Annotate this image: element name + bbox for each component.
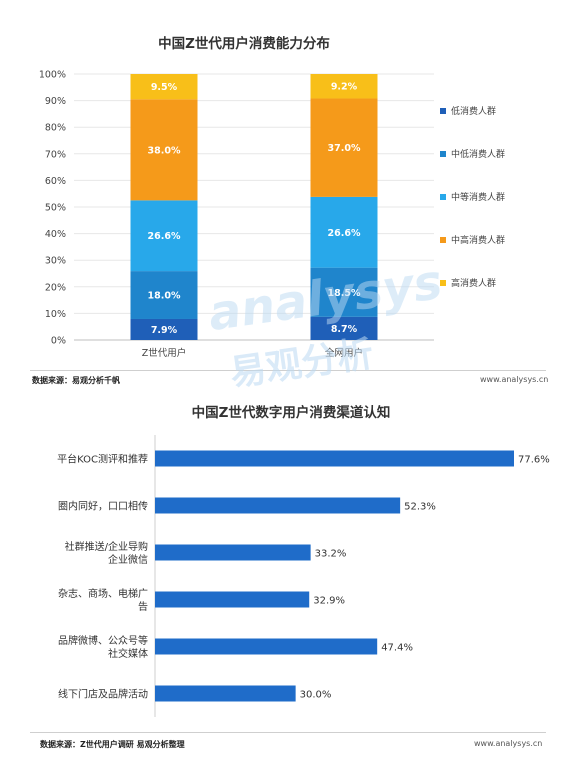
y-tick-label: 50% [45, 203, 66, 214]
data-label: 18.5% [328, 288, 361, 299]
data-label: 18.0% [148, 291, 181, 302]
y-tick-label: 60% [45, 176, 66, 187]
stacked-bar-segment [130, 74, 198, 100]
data-source-note: 数据来源：Z世代用户调研 易观分析整理 [40, 740, 185, 749]
y-tick-label: 10% [45, 309, 66, 320]
legend-swatch [440, 108, 446, 114]
data-label: 32.9% [313, 596, 345, 607]
category-label: 告 [138, 600, 148, 613]
stacked-bar-segment [130, 271, 198, 319]
legend-label: 高消费人群 [451, 277, 496, 289]
horizontal-bar-chart-svg: 中国Z世代数字用户消费渠道认知 77.6% 平台KOC测评和推荐 52.3% 圈内同好… [57, 404, 550, 717]
y-tick-label: 90% [45, 96, 66, 107]
data-label: 8.7% [331, 324, 358, 335]
data-label: 9.5% [151, 82, 178, 93]
stacked-bar-segment [310, 316, 378, 340]
data-label: 9.2% [331, 82, 358, 93]
y-tick-label: 40% [45, 229, 66, 240]
legend-swatch [440, 151, 446, 157]
site-url: www.analysys.cn [474, 739, 543, 748]
category-label: 线下门店及品牌活动 [58, 688, 148, 701]
data-label: 77.6% [518, 455, 550, 466]
stacked-bar-segment [130, 99, 198, 201]
data-label: 52.3% [404, 502, 436, 513]
divider-line [30, 732, 546, 733]
data-source-note: 数据来源：易观分析千帆 [32, 376, 120, 385]
x-tick-label: Z世代用户 [142, 347, 187, 359]
category-label: 社交媒体 [108, 647, 148, 660]
bar [155, 497, 401, 514]
bar [155, 638, 378, 655]
bar [155, 685, 296, 702]
stacked-bar-segment [310, 98, 378, 197]
chart-title: 中国Z世代用户消费能力分布 [158, 35, 330, 52]
chart-title: 中国Z世代数字用户消费渠道认知 [192, 404, 391, 421]
legend-swatch [440, 280, 446, 286]
stacked-bar-chart-svg: 中国Z世代用户消费能力分布 0% 10% 20% 30% 40% 50% 60% 70% 80%… [39, 35, 505, 359]
stacked-bar-segment [130, 200, 198, 272]
x-tick-label: 全网用户 [325, 347, 363, 359]
consumption-distribution-chart: 中国Z世代用户消费能力分布 0% 10% 20% 30% 40% 50% 60% 70% 80%… [14, 16, 562, 388]
category-label: 圈内同好，口口相传 [58, 500, 148, 513]
data-label: 26.6% [148, 231, 181, 242]
stacked-bar-segment [310, 74, 378, 99]
data-label: 38.0% [148, 145, 181, 156]
data-label: 7.9% [151, 325, 178, 336]
legend-label: 中等消费人群 [451, 191, 505, 203]
legend-label: 中低消费人群 [451, 148, 505, 160]
legend-swatch [440, 194, 446, 200]
data-label: 30.0% [300, 690, 332, 701]
y-tick-label: 0% [51, 336, 66, 347]
category-label: 杂志、商场、电梯广 [58, 587, 148, 600]
y-tick-label: 70% [45, 149, 66, 160]
category-label: 品牌微博、公众号等 [58, 634, 148, 647]
y-tick-label: 20% [45, 282, 66, 293]
data-label: 33.2% [315, 549, 347, 560]
bar [155, 591, 310, 608]
y-tick-label: 80% [45, 123, 66, 134]
site-url: www.analysys.cn [480, 375, 549, 384]
divider-line [30, 370, 546, 371]
bar [155, 544, 311, 561]
legend-swatch [440, 237, 446, 243]
y-tick-label: 30% [45, 256, 66, 267]
channel-awareness-chart: 中国Z世代数字用户消费渠道认知 77.6% 平台KOC测评和推荐 52.3% 圈内同好… [14, 395, 562, 755]
bar [155, 450, 514, 467]
category-label: 社群推送/企业导购 [65, 540, 148, 553]
y-tick-label: 100% [39, 70, 66, 81]
category-label: 企业微信 [108, 553, 148, 566]
data-label: 47.4% [381, 643, 413, 654]
stacked-bar-segment [310, 267, 378, 317]
stacked-bar-segment [310, 196, 378, 268]
data-label: 37.0% [328, 143, 361, 154]
legend-label: 中高消费人群 [451, 234, 505, 246]
category-label: 平台KOC测评和推荐 [57, 453, 148, 466]
data-label: 26.6% [328, 228, 361, 239]
stacked-bar-segment [130, 318, 198, 340]
legend-label: 低消费人群 [451, 105, 496, 117]
